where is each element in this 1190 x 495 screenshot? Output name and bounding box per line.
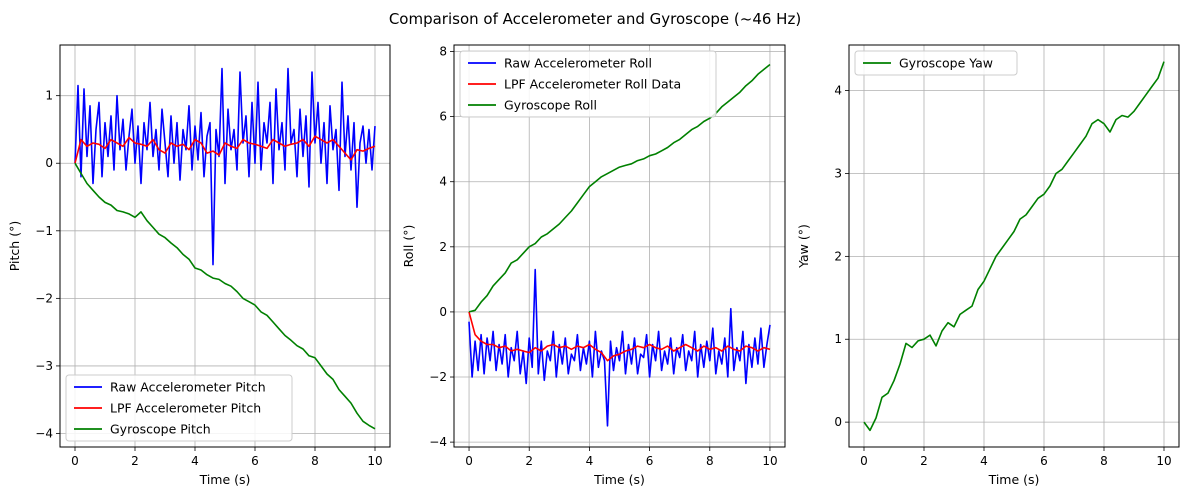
x-tick-label: 10	[1156, 454, 1171, 468]
x-axis-label: Time (s)	[199, 472, 251, 487]
y-tick-label: 0	[45, 156, 53, 170]
y-axis-label: Pitch (°)	[7, 221, 22, 271]
y-tick-label: −4	[429, 435, 447, 449]
legend-box	[854, 50, 1018, 76]
y-tick-label: −3	[35, 359, 53, 373]
series-line-0	[863, 61, 1165, 432]
y-tick-label: 0	[439, 305, 447, 319]
legend: Gyroscope Yaw	[854, 50, 1018, 76]
x-tick-label: 2	[131, 454, 139, 468]
axes-pitch: 0 2 4 6 8 10 −4 −3 −2 −1 0 1 Time (s) Pitch (°) Raw Ac…	[7, 44, 391, 487]
y-tick-label: −2	[429, 370, 447, 384]
y-tick-label: −2	[35, 291, 53, 305]
series-line-2	[468, 63, 771, 313]
y-tick-label: 1	[834, 332, 842, 346]
x-tick-label: 0	[860, 454, 868, 468]
x-tick-label: 6	[251, 454, 259, 468]
series-line-2	[74, 162, 376, 430]
x-tick-label: 4	[191, 454, 199, 468]
axes-frame	[453, 44, 786, 448]
x-tick-label: 6	[646, 454, 654, 468]
x-tick-label: 4	[586, 454, 594, 468]
legend-label: Raw Accelerometer Roll	[504, 56, 652, 71]
x-tick-label: 10	[367, 454, 382, 468]
x-axis-label: Time (s)	[988, 472, 1040, 487]
y-tick-label: 2	[439, 240, 447, 254]
series-line-1	[468, 311, 771, 362]
legend-label: LPF Accelerometer Roll Data	[504, 77, 681, 92]
x-tick-label: 2	[525, 454, 533, 468]
legend-box	[459, 50, 717, 118]
y-tick-label: 4	[834, 84, 842, 98]
y-tick-label: 1	[45, 89, 53, 103]
legend: Raw Accelerometer Pitch LPF Accelerometer…	[65, 374, 293, 442]
legend-box	[65, 374, 293, 442]
x-tick-label: 2	[920, 454, 928, 468]
x-tick-label: 8	[1100, 454, 1108, 468]
legend-label: Raw Accelerometer Pitch	[110, 380, 266, 395]
axes-frame	[848, 44, 1180, 448]
legend-label: Gyroscope Roll	[504, 98, 597, 113]
x-tick-label: 4	[980, 454, 988, 468]
y-tick-label: 3	[834, 166, 842, 180]
series-line-0	[468, 268, 771, 427]
y-tick-label: −4	[35, 426, 53, 440]
y-axis-label: Roll (°)	[401, 225, 416, 268]
x-tick-label: 6	[1040, 454, 1048, 468]
figure-title: Comparison of Accelerometer and Gyroscop…	[389, 10, 801, 28]
legend-label: LPF Accelerometer Pitch	[110, 401, 261, 416]
axes-frame	[59, 44, 391, 448]
series-line-1	[74, 135, 376, 164]
y-tick-label: 6	[439, 110, 447, 124]
x-tick-label: 10	[762, 454, 777, 468]
x-axis-label: Time (s)	[593, 472, 645, 487]
x-tick-label: 8	[311, 454, 319, 468]
y-tick-label: 2	[834, 249, 842, 263]
y-tick-label: −1	[35, 224, 53, 238]
x-tick-label: 8	[706, 454, 714, 468]
legend-label: Gyroscope Yaw	[899, 56, 993, 71]
legend-label: Gyroscope Pitch	[110, 422, 211, 437]
y-tick-label: 4	[439, 175, 447, 189]
y-tick-label: 0	[834, 415, 842, 429]
legend: Raw Accelerometer Roll LPF Accelerometer…	[459, 50, 717, 118]
x-tick-label: 0	[465, 454, 473, 468]
y-axis-label: Yaw (°)	[796, 224, 811, 269]
series-line-0	[74, 67, 376, 266]
y-tick-label: 8	[439, 45, 447, 59]
axes-roll: 0 2 4 6 8 10 −4 −2 0 2 4 6 8 Time (s) Roll (°) Raw Acce…	[401, 44, 786, 487]
x-tick-label: 0	[71, 454, 79, 468]
